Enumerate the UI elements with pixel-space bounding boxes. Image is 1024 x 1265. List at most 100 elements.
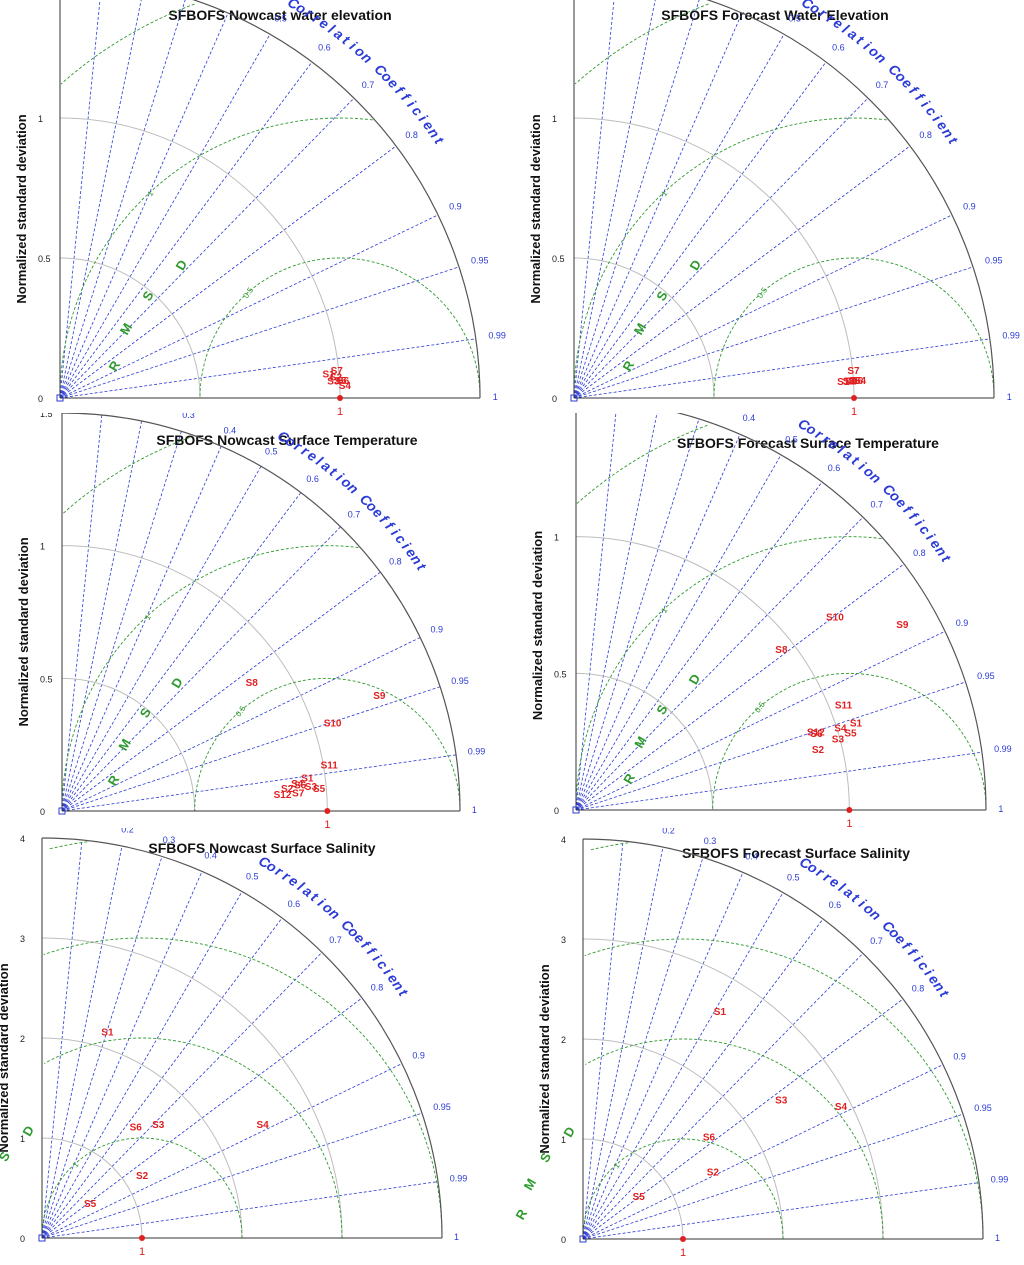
station-point-label: S12: [807, 728, 825, 739]
std-tick-label: 1.5: [40, 413, 53, 419]
std-arc: [59, 257, 201, 399]
correlation-ray: [582, 1182, 980, 1240]
correlation-ray: [573, 34, 785, 399]
correlation-tick-label: 0.5: [274, 14, 287, 24]
reference-point: [324, 808, 331, 814]
correlation-ray: [59, 12, 229, 399]
std-arc: [575, 672, 714, 811]
std-tick-label: 0: [38, 394, 43, 404]
station-point-label: S4: [854, 376, 867, 387]
rms-arc: [43, 937, 443, 1239]
std-tick-label: 4: [561, 835, 566, 845]
station-point-label: S4: [835, 1102, 848, 1113]
reference-label: 1: [851, 406, 857, 418]
panel-nowcast-water-elevation: SFBOFS Nowcast water elevation 00.10.20.…: [0, 0, 512, 420]
correlation-ray: [59, 0, 101, 399]
std-tick-label: 0.5: [552, 254, 565, 264]
station-point-label: S2: [707, 1168, 720, 1179]
station-point-label: S1: [837, 377, 850, 388]
correlation-tick-label: 0.4: [745, 852, 758, 862]
station-point-label: S4: [834, 723, 847, 734]
correlation-tick-label: 0.4: [743, 413, 756, 423]
correlation-ray: [59, 0, 142, 399]
correlation-tick-label: 0.9: [431, 625, 444, 635]
reference-label: 1: [324, 819, 330, 831]
rms-arc: [61, 545, 359, 812]
panel-title: SFBOFS Forecast Surface Temperature: [677, 435, 939, 451]
rms-arc: [60, 3, 195, 85]
std-tick-label: 1: [20, 1134, 25, 1144]
correlation-tick-label: 0.95: [974, 1103, 992, 1113]
correlation-ray: [573, 61, 827, 399]
correlation-ray: [582, 892, 784, 1240]
correlation-tick-label: 0.6: [828, 463, 841, 473]
station-point-label: S11: [321, 760, 339, 771]
station-point-label: S6: [703, 1132, 716, 1143]
rms-tick-label: 1: [612, 1161, 622, 1170]
correlation-ray: [61, 414, 103, 812]
correlation-tick-label: 1: [1007, 392, 1012, 402]
taylor-plot: 00.10.20.30.40.50.60.70.80.90.950.9910.5…: [530, 413, 1012, 830]
station-point-label: S1: [301, 774, 314, 785]
correlation-ray: [575, 681, 966, 811]
station-point-label: S5: [313, 784, 326, 795]
correlation-tick-label: 0.6: [832, 43, 845, 53]
correlation-ray: [59, 61, 313, 399]
station-point-label: S7: [331, 366, 344, 377]
correlation-ray: [573, 97, 869, 399]
correlation-ray: [59, 0, 186, 399]
station-point-label: S1: [714, 1007, 727, 1018]
station-point-label: S6: [810, 729, 823, 740]
station-point-label: S2: [843, 377, 856, 388]
correlation-ray: [61, 526, 341, 812]
std-tick-label: 0.5: [40, 674, 53, 684]
std-arc: [582, 1138, 684, 1240]
rms-arc: [589, 842, 629, 851]
std-tick-label: 1: [38, 114, 43, 124]
correlation-tick-label: 0.6: [318, 43, 331, 53]
std-tick-label: 1: [554, 533, 559, 543]
reference-label: 1: [680, 1247, 686, 1259]
station-point-label: S3: [152, 1120, 165, 1131]
rmsd-letter: R: [620, 358, 638, 374]
rms-arc: [574, 3, 709, 85]
reference-point: [337, 395, 343, 401]
panel-title: SFBOFS Nowcast Surface Temperature: [156, 432, 418, 448]
correlation-tick-label: 0.9: [953, 1052, 966, 1062]
correlation-ray: [61, 571, 381, 812]
correlation-tick-label: 0.7: [876, 80, 889, 90]
correlation-tick-label: 0.9: [412, 1051, 425, 1061]
station-point-label: S6: [130, 1122, 143, 1133]
correlation-tick-label: 0.2: [121, 828, 134, 834]
correlation-ray: [575, 563, 905, 811]
outer-arc: [582, 838, 984, 1240]
correlation-tick-label: 0.7: [348, 509, 361, 519]
std-tick-label: 0: [20, 1234, 25, 1244]
rms-tick-label: 0.5: [755, 285, 769, 300]
origin-marker: [38, 1234, 46, 1242]
correlation-tick-label: 1: [998, 804, 1003, 814]
station-point-label: S5: [334, 376, 347, 387]
taylor-plot: 00.10.20.30.40.50.60.70.80.90.950.9910.5…: [14, 0, 506, 418]
correlation-ray: [582, 872, 744, 1240]
correlation-tick-label: 0.95: [471, 256, 489, 266]
correlation-ray: [575, 516, 864, 811]
correlation-ray: [41, 891, 243, 1239]
station-point-label: S12: [274, 790, 292, 801]
correlation-tick-label: 0.4: [231, 0, 244, 2]
correlation-ray: [575, 413, 617, 811]
std-arc: [573, 257, 715, 399]
correlation-ray: [61, 686, 441, 812]
correlation-tick-label: 1: [995, 1233, 1000, 1243]
station-point-label: S3: [845, 376, 858, 387]
correlation-ray: [41, 1181, 439, 1239]
rms-tick-label: 1: [660, 189, 670, 198]
outer-arc: [706, 0, 995, 399]
correlation-ray: [61, 420, 142, 812]
panel-forecast-surface-salinity: SFBOFS Forecast Surface Salinity 0 0.1 0.2…: [512, 828, 1024, 1265]
std-tick-label: 0: [554, 806, 559, 816]
correlation-ray: [573, 0, 700, 399]
station-point-label: S5: [84, 1199, 97, 1210]
correlation-ray: [575, 413, 658, 811]
